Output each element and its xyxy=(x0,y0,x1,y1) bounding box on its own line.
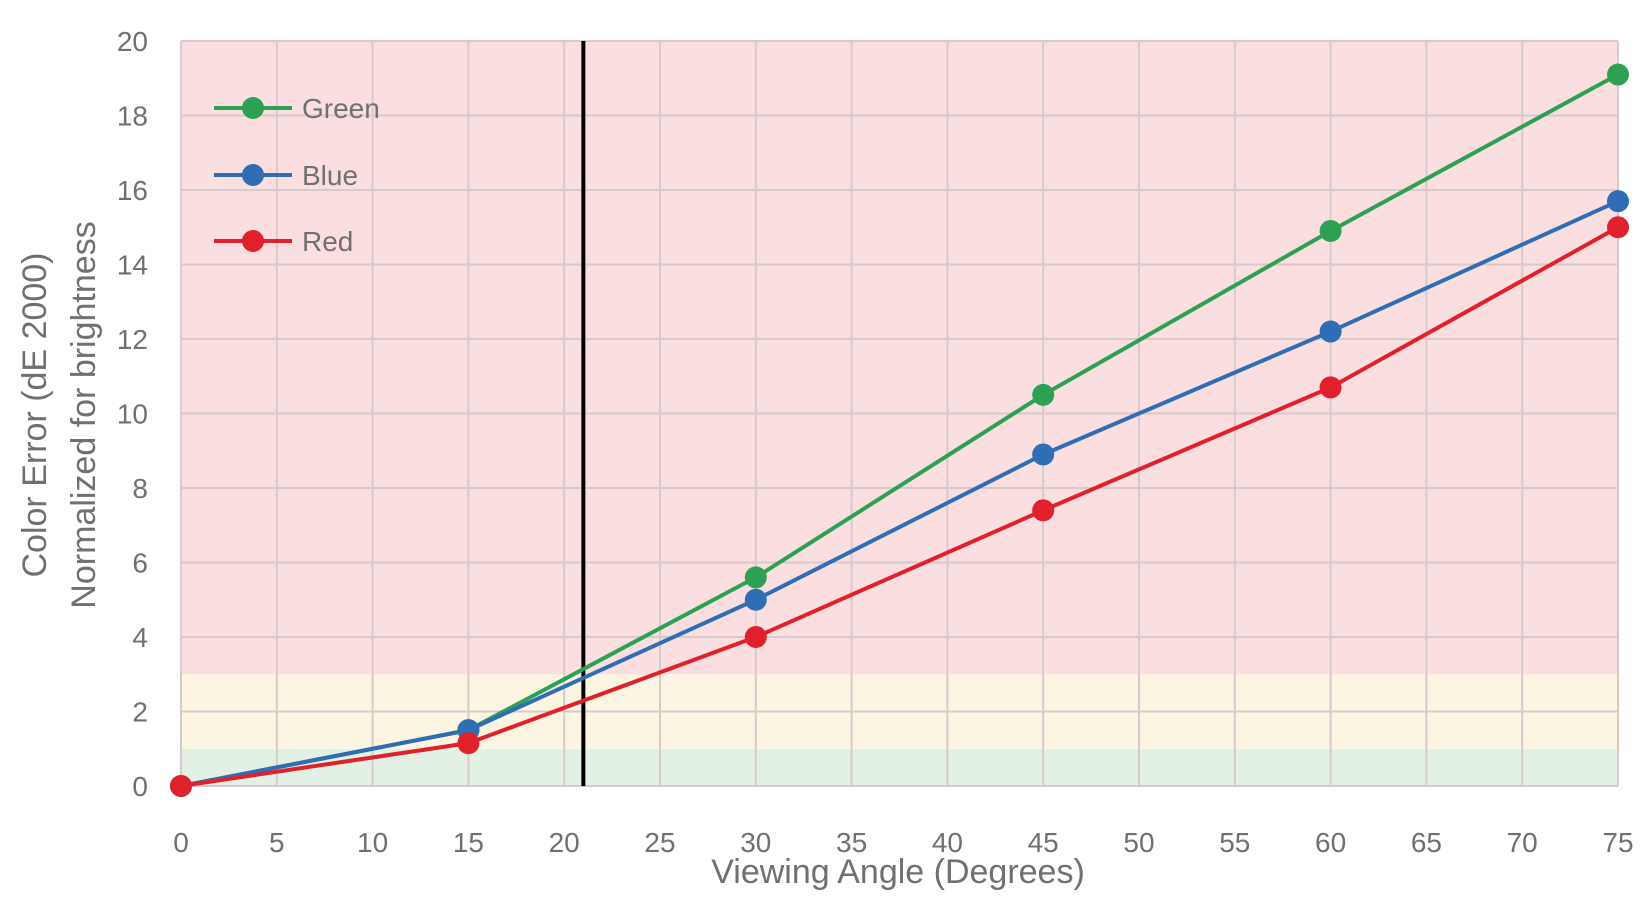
x-tick-label-15: 75 xyxy=(1602,827,1633,858)
x-tick-label-6: 30 xyxy=(740,827,771,858)
legend-marker-green xyxy=(242,97,264,119)
legend-marker-blue xyxy=(242,164,264,186)
y-axis-title-line1: Color Error (dE 2000) xyxy=(16,252,54,577)
data-point-green-3 xyxy=(1032,383,1055,406)
y-tick-labels: 0 2 4 6 8 10 12 14 16 18 20 xyxy=(117,26,148,802)
series-group xyxy=(170,63,1629,797)
data-point-green-5 xyxy=(1607,63,1629,86)
x-tick-label-10: 50 xyxy=(1123,827,1154,858)
data-point-blue-5 xyxy=(1607,190,1629,213)
x-tick-label-11: 55 xyxy=(1219,827,1250,858)
y-tick-label-2: 4 xyxy=(132,622,148,653)
data-point-blue-3 xyxy=(1032,443,1055,466)
x-tick-label-9: 45 xyxy=(1028,827,1059,858)
y-tick-label-1: 2 xyxy=(132,697,148,728)
data-point-blue-4 xyxy=(1319,320,1342,343)
x-tick-label-3: 15 xyxy=(453,827,484,858)
y-tick-label-5: 10 xyxy=(117,399,148,430)
x-tick-label-14: 70 xyxy=(1507,827,1538,858)
data-point-blue-2 xyxy=(744,588,767,611)
data-point-red-0 xyxy=(170,775,192,797)
y-tick-label-10: 20 xyxy=(117,26,148,57)
legend-marker-red xyxy=(242,230,264,252)
legend: Green Blue Red xyxy=(214,93,380,257)
y-tick-label-3: 6 xyxy=(132,548,148,579)
data-point-red-1 xyxy=(457,732,480,755)
y-axis-title-line2: Normalized for brightness xyxy=(65,221,103,608)
data-point-red-5 xyxy=(1607,216,1629,239)
legend-label-green: Green xyxy=(302,93,380,124)
legend-label-blue: Blue xyxy=(302,160,358,191)
x-tick-label-2: 10 xyxy=(357,827,388,858)
data-point-green-2 xyxy=(744,566,767,589)
x-tick-label-13: 65 xyxy=(1411,827,1442,858)
data-point-red-3 xyxy=(1032,499,1055,522)
x-tick-label-5: 25 xyxy=(644,827,675,858)
data-point-red-4 xyxy=(1319,376,1342,399)
x-tick-label-0: 0 xyxy=(173,827,189,858)
data-point-green-4 xyxy=(1319,219,1342,242)
grid-lines xyxy=(180,40,1619,787)
background-band-0 xyxy=(181,748,1618,786)
y-tick-label-7: 14 xyxy=(117,250,148,281)
x-tick-label-8: 40 xyxy=(932,827,963,858)
y-tick-label-9: 18 xyxy=(117,101,148,132)
y-tick-label-6: 12 xyxy=(117,324,148,355)
y-tick-label-8: 16 xyxy=(117,175,148,206)
background-band-2 xyxy=(181,41,1618,675)
x-tick-label-1: 5 xyxy=(269,827,285,858)
x-axis-title: Viewing Angle (Degrees) xyxy=(711,853,1085,891)
legend-label-red: Red xyxy=(302,226,353,257)
data-point-red-2 xyxy=(744,626,767,648)
x-tick-label-4: 20 xyxy=(549,827,580,858)
x-tick-label-7: 35 xyxy=(836,827,867,858)
y-tick-label-0: 0 xyxy=(132,771,148,802)
y-tick-label-4: 8 xyxy=(132,473,148,504)
x-tick-labels: 0 5 10 15 20 25 30 35 40 45 50 55 60 65 70 75 xyxy=(173,827,1633,858)
x-tick-label-12: 60 xyxy=(1315,827,1346,858)
series-line-red xyxy=(180,225,1619,788)
series-line-blue xyxy=(180,199,1619,788)
